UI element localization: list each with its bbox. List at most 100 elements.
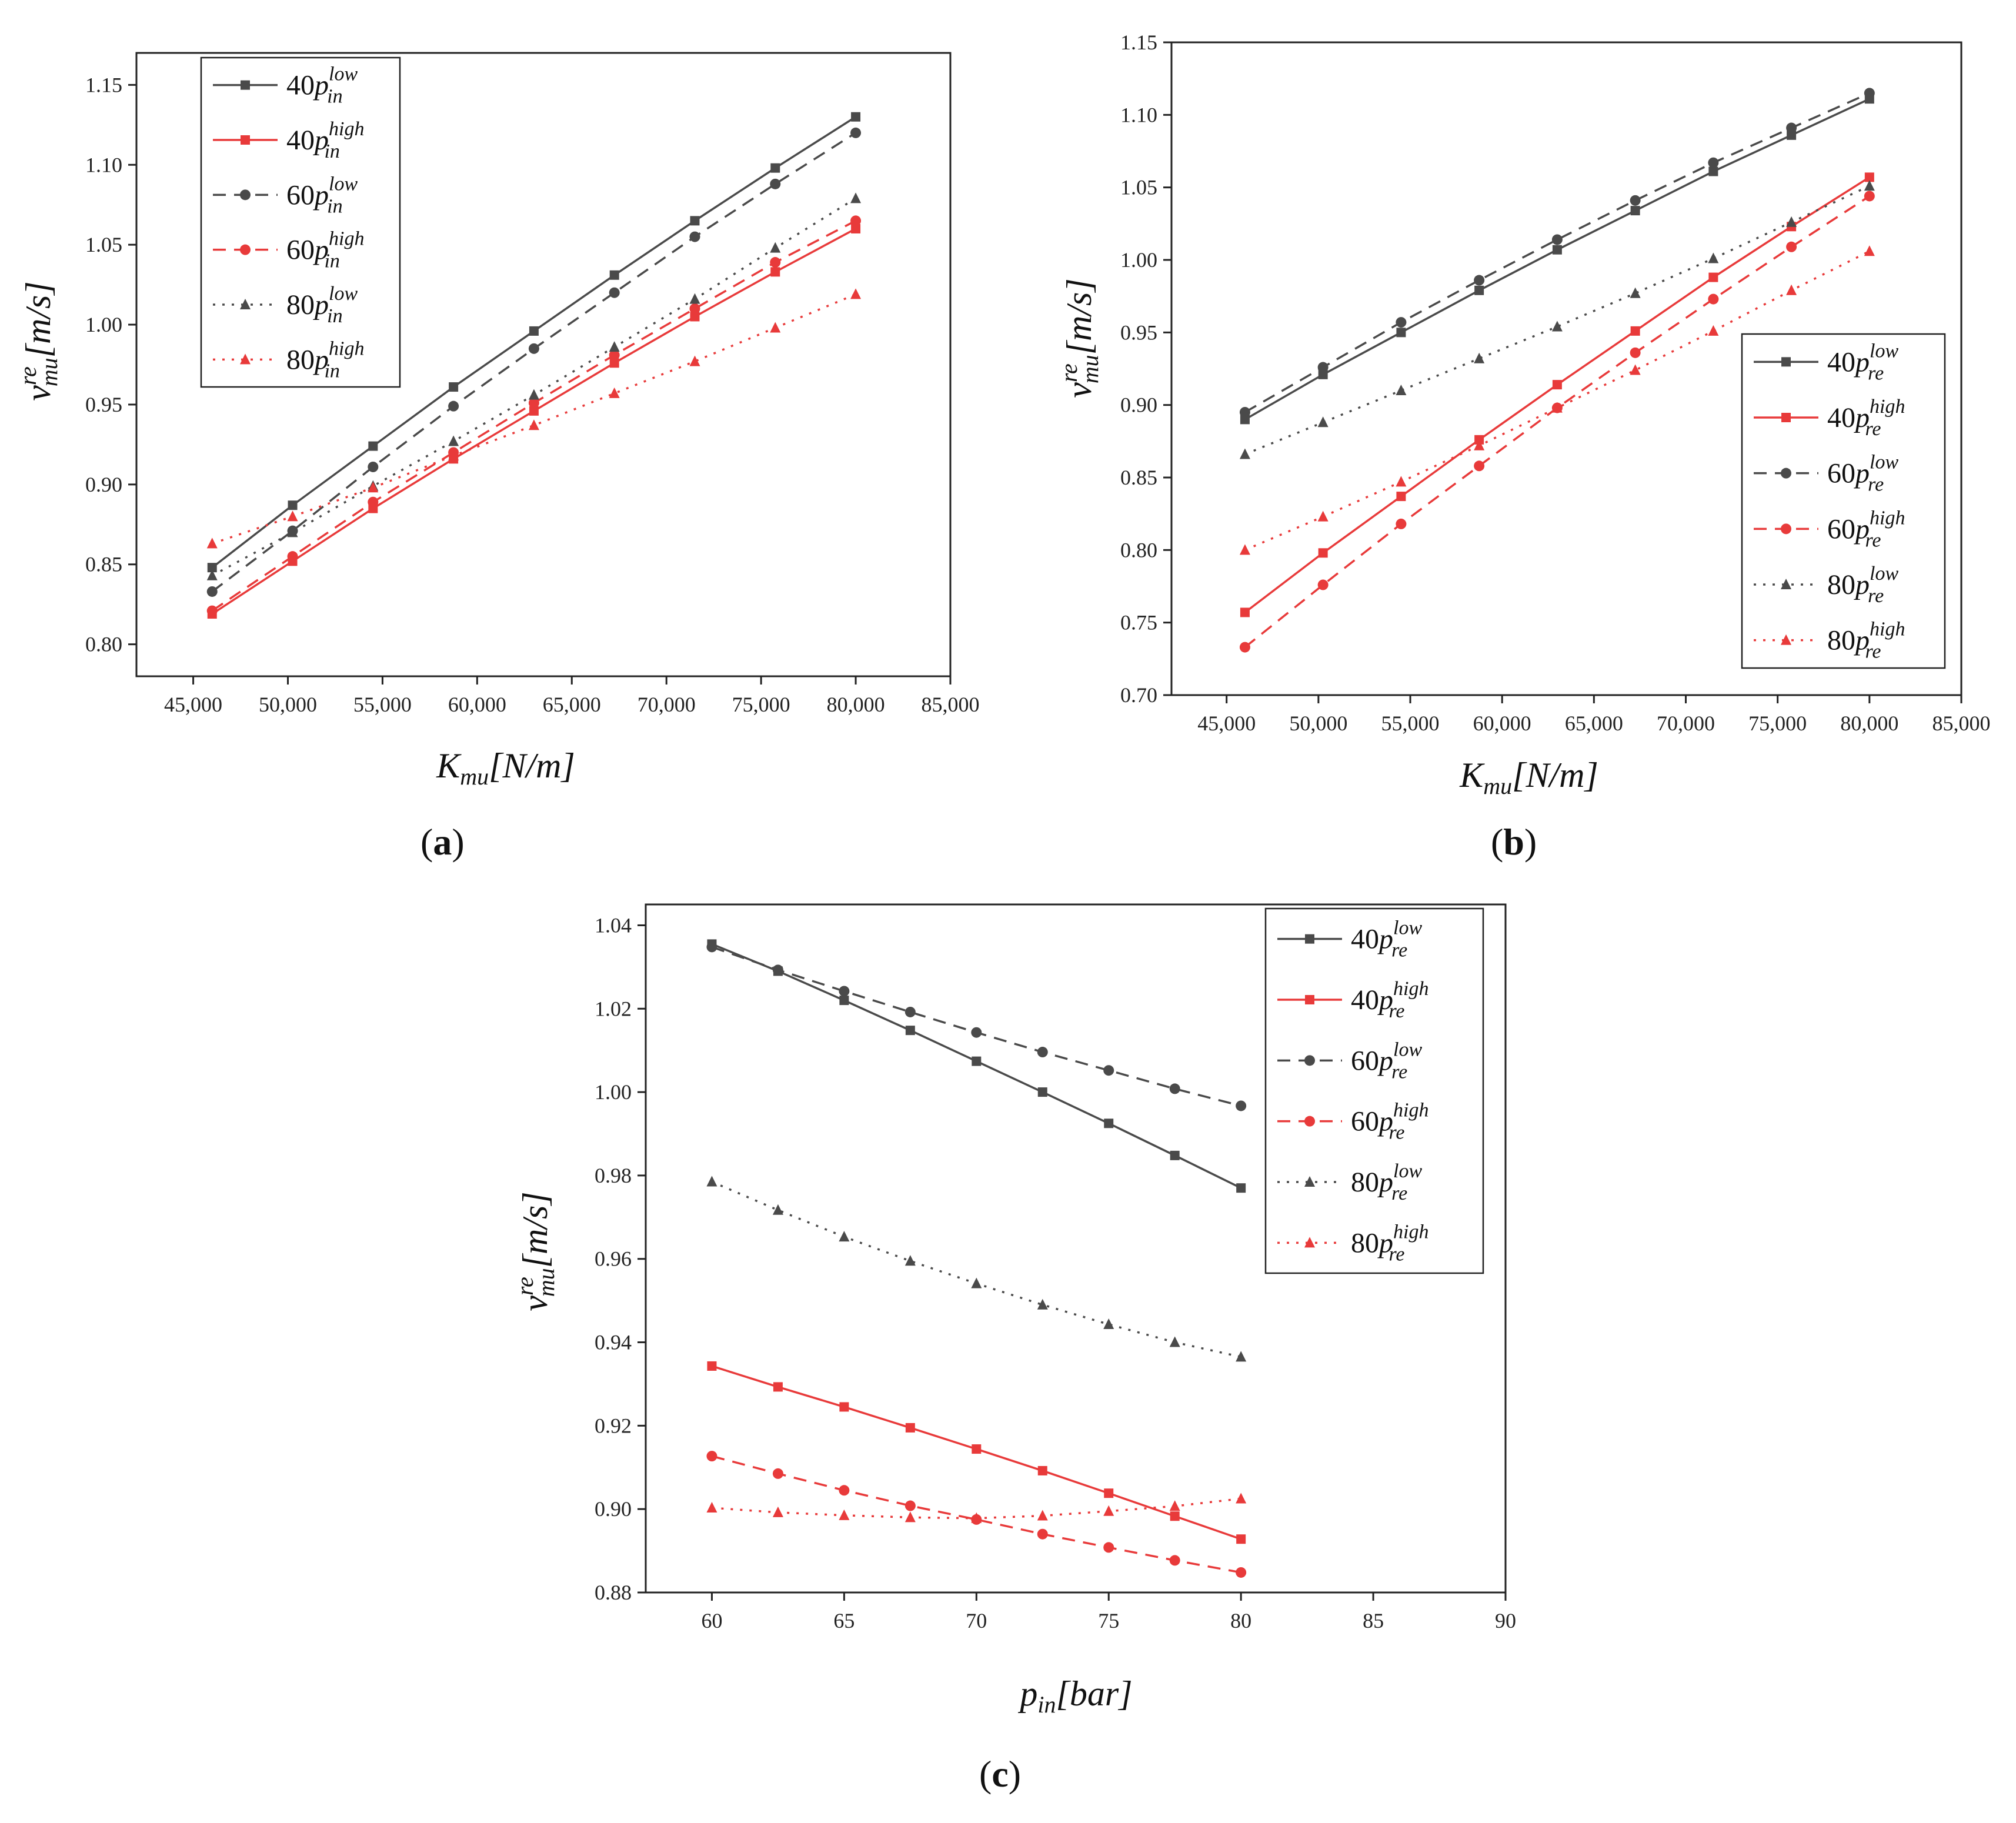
data-point bbox=[1864, 191, 1875, 202]
data-point bbox=[1396, 317, 1407, 328]
data-point bbox=[690, 312, 700, 322]
data-point bbox=[1103, 1505, 1114, 1516]
chart-b: 45,000 50,000 55,000 60,000 65,000 70,000 75,0… bbox=[1056, 31, 1991, 799]
data-point bbox=[850, 127, 862, 138]
data-point bbox=[287, 551, 298, 562]
data-point bbox=[1317, 510, 1329, 522]
data-point bbox=[609, 341, 620, 352]
data-point bbox=[706, 1176, 717, 1187]
data-point bbox=[707, 1361, 717, 1371]
data-point bbox=[1708, 252, 1719, 263]
data-point bbox=[609, 358, 619, 368]
data-point bbox=[368, 461, 379, 472]
legend-marker bbox=[1781, 413, 1791, 422]
series-b-4 bbox=[1239, 180, 1875, 459]
y-tick-label: 0.95 bbox=[1120, 320, 1157, 344]
data-point bbox=[839, 1402, 849, 1412]
data-point bbox=[528, 343, 539, 354]
legend-marker bbox=[240, 189, 251, 201]
legend-a: 40plow in 40phigh in 60plow in 60phigh in 80plow… bbox=[200, 56, 401, 388]
y-tick-label: 1.00 bbox=[1120, 248, 1157, 272]
series-line bbox=[712, 1455, 1241, 1574]
data-point bbox=[772, 1468, 783, 1479]
data-point bbox=[1037, 1465, 1047, 1475]
data-point bbox=[1103, 1065, 1114, 1076]
data-point bbox=[1630, 364, 1641, 375]
x-tick-label: 80,000 bbox=[827, 693, 885, 716]
data-point bbox=[1474, 352, 1485, 363]
y-tick-label: 0.85 bbox=[85, 553, 122, 576]
caption-c-letter: c bbox=[992, 1753, 1009, 1795]
data-point bbox=[1786, 241, 1797, 252]
data-point bbox=[368, 441, 378, 451]
data-point bbox=[1236, 1100, 1247, 1111]
data-point bbox=[1864, 88, 1875, 99]
data-point bbox=[1239, 448, 1250, 459]
chart-c: 60 65 70 75 80 85 90 0.88 0.90 0.92 0.94 0.96 0.98 1.… bbox=[512, 903, 1516, 1718]
caption-b: (b) bbox=[1491, 821, 1537, 863]
y-tick-label: 1.04 bbox=[595, 913, 632, 937]
data-point bbox=[206, 605, 218, 616]
series-c-0 bbox=[707, 939, 1246, 1193]
y-tick-label: 1.15 bbox=[1120, 31, 1157, 54]
legend-entry: 80plow in bbox=[286, 283, 358, 327]
data-point bbox=[1318, 369, 1328, 379]
legend-c: 40plow re 40phigh re 60plow re 60phigh re 80plow… bbox=[1264, 907, 1484, 1274]
data-point bbox=[1786, 122, 1797, 133]
legend-box bbox=[200, 56, 401, 388]
x-tick-label: 70 bbox=[966, 1609, 987, 1632]
series-line bbox=[711, 943, 1241, 1189]
legend-marker bbox=[1304, 1055, 1315, 1066]
data-point bbox=[1317, 362, 1329, 373]
x-tick-label: 80,000 bbox=[1840, 712, 1898, 735]
data-point bbox=[905, 1423, 915, 1433]
data-point bbox=[770, 163, 780, 173]
data-point bbox=[1630, 287, 1641, 298]
y-tick-label: 1.05 bbox=[85, 233, 122, 256]
series-line bbox=[1244, 185, 1870, 456]
data-point bbox=[206, 569, 218, 580]
legend-marker bbox=[240, 299, 251, 309]
y-tick-label: 0.98 bbox=[595, 1164, 632, 1187]
caption-a-letter: a bbox=[433, 821, 452, 863]
data-point bbox=[1318, 548, 1328, 558]
data-point bbox=[1236, 1183, 1246, 1193]
data-point bbox=[850, 288, 862, 299]
legend-marker bbox=[1305, 995, 1314, 1004]
series-b-5 bbox=[1239, 245, 1875, 555]
data-point bbox=[971, 1027, 982, 1038]
data-point bbox=[1169, 1083, 1180, 1094]
data-point bbox=[839, 1231, 850, 1242]
x-tick-label: 45,000 bbox=[164, 693, 222, 716]
data-point bbox=[1317, 579, 1329, 590]
data-point bbox=[772, 964, 783, 976]
data-point bbox=[609, 270, 619, 280]
data-point bbox=[1708, 293, 1719, 305]
data-point bbox=[1786, 284, 1797, 295]
y-tick-label: 0.96 bbox=[595, 1247, 632, 1271]
x-tick-label: 65 bbox=[833, 1609, 855, 1632]
series-a-4 bbox=[206, 192, 862, 580]
data-point bbox=[368, 496, 379, 507]
data-point bbox=[1786, 216, 1797, 227]
data-point bbox=[851, 223, 861, 233]
series-line bbox=[711, 946, 1241, 1107]
legend-entry: 60plow re bbox=[1351, 1039, 1422, 1083]
legend-marker bbox=[240, 244, 251, 255]
data-point bbox=[1630, 206, 1640, 216]
series-line bbox=[711, 1180, 1241, 1358]
x-axis-label-b: Kmu[N/m] bbox=[1459, 756, 1598, 799]
series-b-1 bbox=[1240, 172, 1874, 617]
legend-entry: 60plow re bbox=[1827, 452, 1898, 496]
legend-entry: 40plow re bbox=[1827, 340, 1898, 384]
x-tick-label: 65,000 bbox=[543, 693, 601, 716]
x-tick-label: 50,000 bbox=[259, 693, 317, 716]
series-line bbox=[212, 293, 856, 545]
caption-a: (a) bbox=[420, 821, 465, 863]
y-tick-label: 0.70 bbox=[1120, 683, 1157, 707]
y-tick-label: 1.10 bbox=[85, 153, 122, 176]
x-axis-label-a: Kmu[N/m] bbox=[436, 746, 575, 790]
y-tick-label: 0.75 bbox=[1120, 611, 1157, 635]
y-tick-label: 1.02 bbox=[595, 997, 632, 1020]
